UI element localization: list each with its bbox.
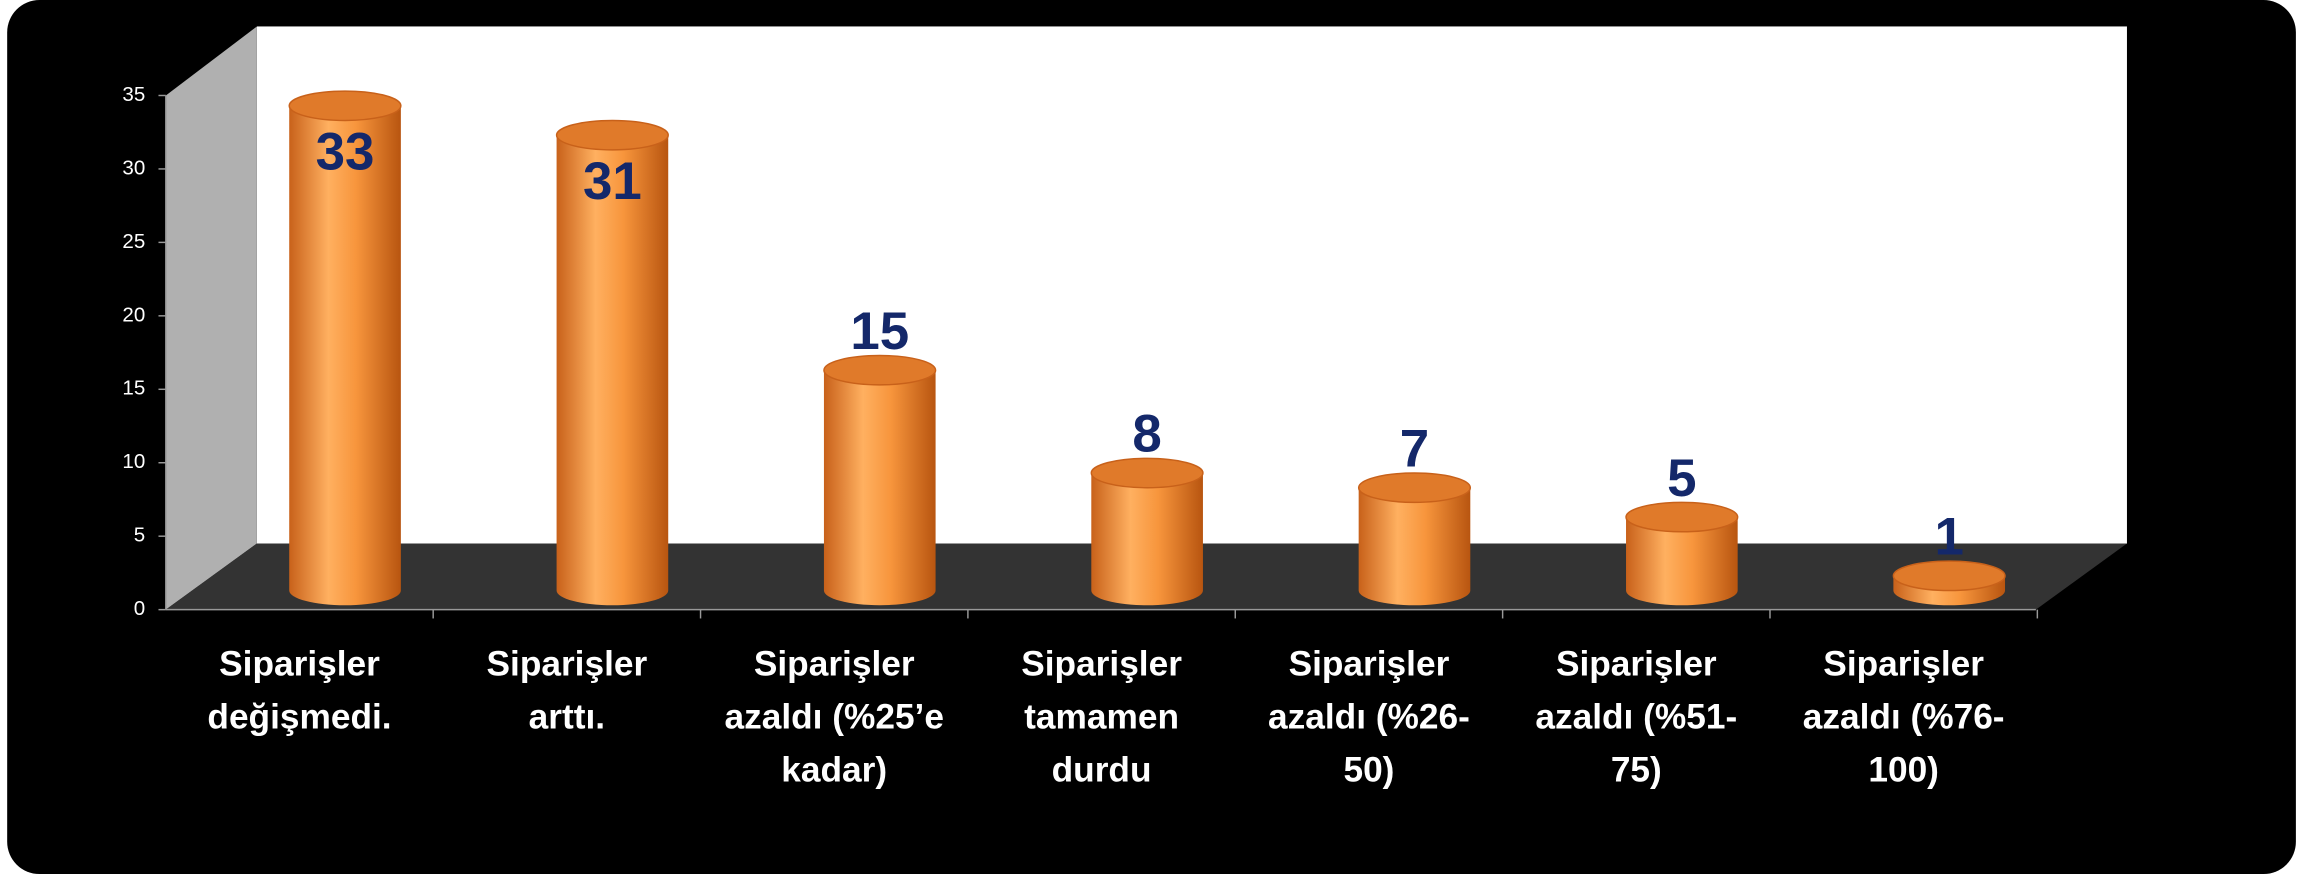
data-label: 1 [1934, 508, 1963, 567]
bar-body [289, 105, 401, 606]
bar [1090, 457, 1204, 606]
bar-top [823, 354, 937, 386]
x-tick-label: Siparişler tamamen durdu [1021, 644, 1182, 791]
bar-top [288, 90, 402, 122]
x-label-box: Siparişler azaldı (%76-100) [1802, 644, 2005, 791]
bar-body [1091, 473, 1203, 606]
x-tick-label: Siparişler azaldı (%25’e kadar) [724, 644, 944, 791]
bar-top [1625, 501, 1739, 533]
data-label: 33 [316, 123, 375, 182]
y-tick-label: 30 [122, 156, 145, 179]
bar [1625, 501, 1739, 606]
data-label: 31 [583, 152, 642, 211]
x-label-box: Siparişler azaldı (%25’e kadar) [724, 644, 944, 791]
data-label: 15 [850, 302, 909, 361]
y-tick-label: 20 [122, 303, 145, 326]
bar [1892, 560, 2006, 606]
bar-body [823, 370, 936, 606]
bar [823, 354, 937, 606]
bar-top [1892, 560, 2006, 592]
x-label-box: Siparişler arttı. [486, 644, 648, 738]
y-tick-label: 0 [134, 597, 145, 620]
side-wall [165, 26, 257, 610]
y-tick-label: 15 [122, 377, 145, 400]
bar [555, 119, 669, 606]
x-label-box: Siparişler değişmedi. [207, 644, 392, 738]
y-tick-label: 5 [134, 524, 145, 547]
bar-body [1626, 517, 1738, 606]
bar-top [555, 119, 669, 151]
y-tick-label: 10 [122, 450, 145, 473]
x-tick-label: Siparişler azaldı (%26-50) [1268, 644, 1470, 791]
x-label-box: Siparişler tamamen durdu [1021, 644, 1182, 791]
x-tick-label: Siparişler azaldı (%51-75) [1535, 644, 1738, 791]
y-tick-label: 25 [122, 230, 145, 253]
bar-body [556, 135, 669, 606]
x-tick-label: Siparişler azaldı (%76-100) [1802, 644, 2005, 791]
bar-body [1358, 487, 1471, 606]
data-label: 5 [1667, 449, 1696, 508]
x-label-box: Siparişler azaldı (%51-75) [1535, 644, 1738, 791]
x-label-box: Siparişler azaldı (%26-50) [1268, 644, 1470, 791]
x-tick-label: Siparişler değişmedi. [207, 644, 392, 738]
data-label: 8 [1132, 405, 1161, 464]
y-tick-label: 35 [122, 83, 145, 106]
x-tick-label: Siparişler arttı. [486, 644, 648, 738]
bar [288, 90, 402, 606]
data-label: 7 [1400, 419, 1429, 478]
bar-top [1357, 472, 1472, 504]
bar-top [1090, 457, 1204, 489]
bar [1357, 472, 1472, 606]
